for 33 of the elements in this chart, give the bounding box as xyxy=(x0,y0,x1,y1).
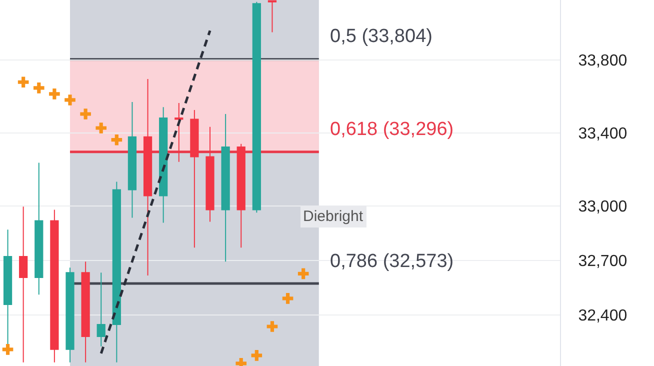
point xyxy=(33,82,44,94)
candlestick xyxy=(159,106,168,224)
candlestick xyxy=(34,162,44,296)
y-tick-label: 32,400 xyxy=(578,308,628,325)
y-tick-label: 32,700 xyxy=(578,252,628,270)
candlestick xyxy=(96,272,106,347)
point xyxy=(96,122,107,134)
point xyxy=(49,88,60,100)
y-tick-label: 33,800 xyxy=(578,52,628,70)
point xyxy=(80,108,91,120)
y-tick-label: 33,000 xyxy=(578,198,628,216)
candlestick xyxy=(128,101,137,218)
point xyxy=(111,134,122,146)
point xyxy=(298,268,309,280)
point xyxy=(282,293,294,304)
candlestick xyxy=(252,1,261,214)
annotation: Diebright xyxy=(303,208,364,225)
ref-line-label: 0,786 (32,573) xyxy=(330,251,454,272)
point xyxy=(18,76,29,88)
candlestick xyxy=(221,113,230,262)
candlestick xyxy=(268,0,277,33)
point xyxy=(266,321,278,332)
candlestick xyxy=(19,206,28,363)
candlestick xyxy=(66,267,74,363)
candlestick xyxy=(50,209,59,363)
ref-line-label: 0,618 (33,296) xyxy=(330,119,454,140)
point xyxy=(2,344,14,355)
candlestick xyxy=(112,181,121,363)
point xyxy=(64,94,76,106)
point xyxy=(251,350,262,361)
y-tick-label: 33,400 xyxy=(578,126,628,143)
candlestick xyxy=(81,261,90,363)
ref-line-label: 0,5 (33,804) xyxy=(330,26,432,47)
